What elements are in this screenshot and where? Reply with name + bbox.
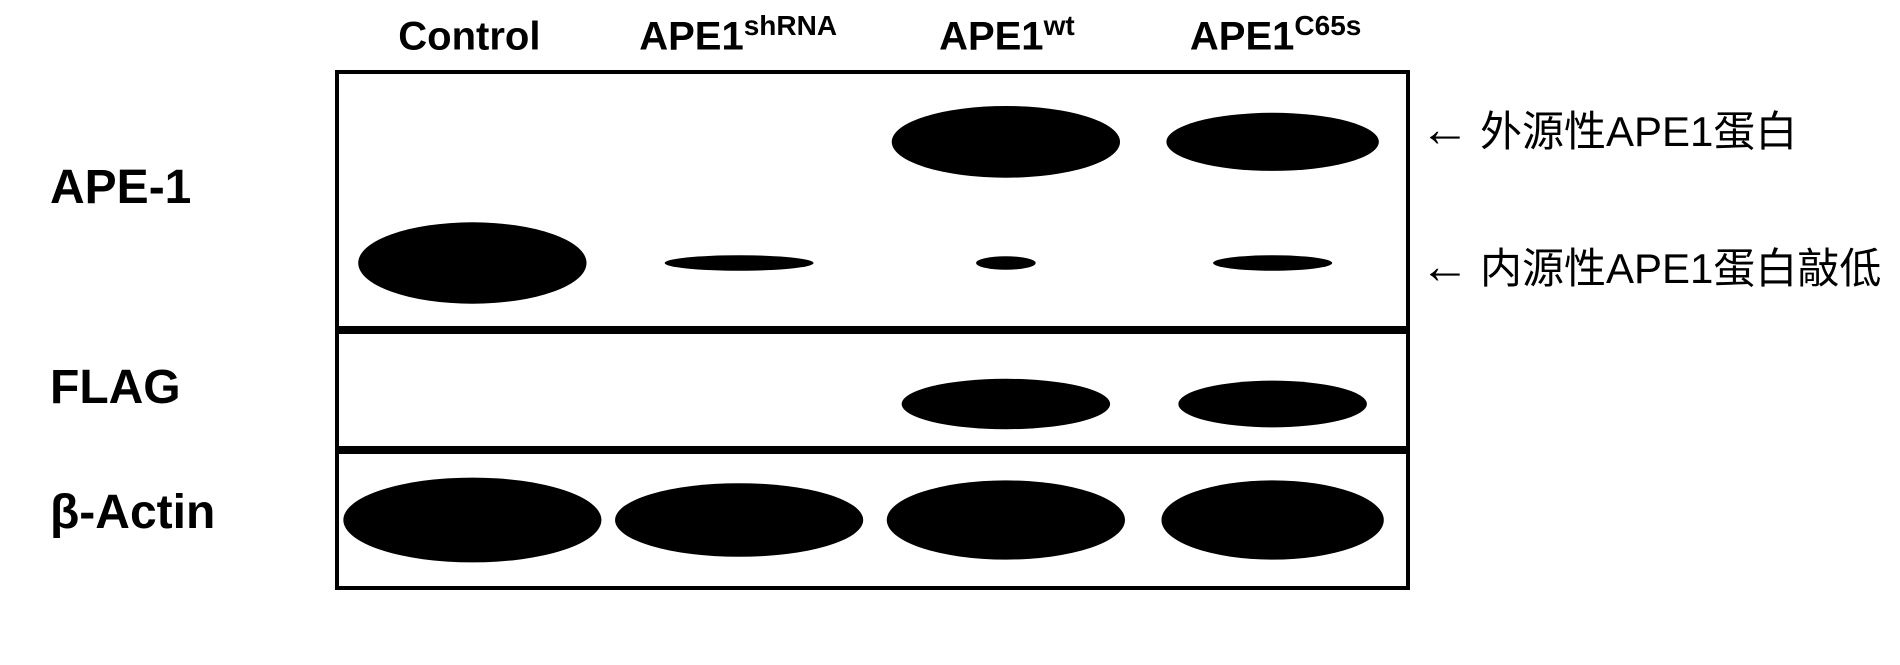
col-header-2-label: APE1 bbox=[939, 14, 1044, 58]
annotation-endogenous-text: 内源性APE1蛋白敲低 bbox=[1480, 235, 1881, 296]
col-header-0-label: Control bbox=[398, 14, 540, 58]
annotation-endogenous: ← 内源性APE1蛋白敲低 bbox=[1420, 235, 1881, 296]
annotation-exogenous: ← 外源性APE1蛋白 bbox=[1420, 98, 1797, 159]
row-label-ape1: APE-1 bbox=[50, 160, 191, 215]
western-blot-figure: Control APE1shRNA APE1wt APE1C65s APE-1 … bbox=[50, 10, 1850, 655]
band bbox=[1213, 255, 1332, 271]
blot-actin-svg bbox=[339, 454, 1406, 586]
arrow-left-icon: ← bbox=[1420, 241, 1470, 291]
band bbox=[1161, 480, 1383, 559]
band bbox=[1178, 381, 1367, 428]
band bbox=[615, 483, 863, 557]
col-header-1-label: APE1 bbox=[639, 14, 744, 58]
band bbox=[665, 255, 814, 271]
band bbox=[976, 256, 1036, 270]
row-label-flag: FLAG bbox=[50, 360, 181, 415]
col-header-3-sup: C65s bbox=[1294, 10, 1361, 41]
blot-flag-svg bbox=[339, 334, 1406, 446]
band bbox=[887, 480, 1125, 559]
blot-ape1 bbox=[335, 70, 1410, 330]
band bbox=[343, 478, 601, 563]
col-header-2-sup: wt bbox=[1044, 10, 1075, 41]
col-header-3-label: APE1 bbox=[1190, 14, 1295, 58]
blot-flag bbox=[335, 330, 1410, 450]
arrow-left-icon: ← bbox=[1420, 104, 1470, 154]
blot-actin bbox=[335, 450, 1410, 590]
col-header-2: APE1wt bbox=[873, 10, 1142, 59]
col-header-0: Control bbox=[335, 10, 604, 59]
col-header-1-sup: shRNA bbox=[744, 10, 837, 41]
band bbox=[358, 222, 586, 303]
col-header-1: APE1shRNA bbox=[604, 10, 873, 59]
col-header-3: APE1C65s bbox=[1141, 10, 1410, 59]
band bbox=[1166, 113, 1378, 171]
annotation-exogenous-text: 外源性APE1蛋白 bbox=[1480, 98, 1797, 159]
band bbox=[892, 106, 1120, 178]
blot-ape1-svg bbox=[339, 74, 1406, 326]
column-headers: Control APE1shRNA APE1wt APE1C65s bbox=[335, 10, 1410, 59]
row-label-actin: β-Actin bbox=[50, 485, 215, 540]
band bbox=[902, 379, 1110, 429]
